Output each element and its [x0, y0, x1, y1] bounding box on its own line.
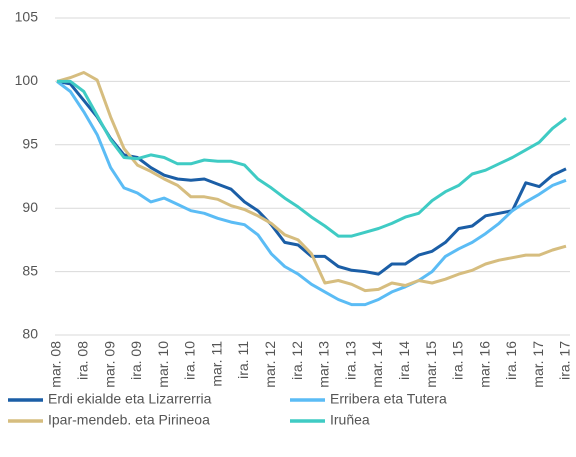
- x-tick-label: ira. 13: [342, 341, 358, 380]
- x-tick-label: mar. 15: [423, 341, 439, 388]
- y-tick-label: 95: [22, 136, 38, 152]
- series-line: [56, 71, 567, 293]
- y-tick-label: 100: [15, 72, 39, 88]
- y-tick-label: 90: [22, 199, 38, 215]
- x-tick-label: mar. 17: [530, 341, 546, 388]
- x-tick-label: mar. 16: [476, 341, 492, 388]
- x-tick-label: ira. 14: [396, 341, 412, 380]
- y-tick-label: 80: [22, 326, 38, 342]
- series-line: [56, 80, 567, 307]
- x-tick-label: mar. 10: [155, 341, 171, 388]
- x-tick-label: ira. 15: [450, 341, 466, 380]
- legend-label: Erdi ekialde eta Lizarrerria: [48, 391, 212, 407]
- legend-label: Ipar-mendeb. eta Pirineoa: [48, 412, 210, 428]
- y-tick-label: 105: [15, 9, 39, 25]
- legend-label: Iruñea: [330, 412, 370, 428]
- x-tick-label: mar. 08: [48, 341, 64, 388]
- x-tick-label: ira. 11: [235, 341, 251, 379]
- x-tick-label: mar. 09: [101, 341, 117, 388]
- x-tick-label: mar. 14: [369, 341, 385, 388]
- series-line: [57, 79, 567, 238]
- x-tick-label: ira. 09: [128, 341, 144, 380]
- y-tick-label: 85: [22, 262, 38, 278]
- x-tick-label: mar. 13: [316, 341, 332, 388]
- x-tick-label: mar. 11: [208, 341, 224, 387]
- x-tick-label: ira. 12: [289, 341, 305, 380]
- x-tick-label: mar. 12: [262, 341, 278, 388]
- x-tick-label: ira. 10: [182, 341, 198, 380]
- x-tick-label: ira. 16: [503, 341, 519, 380]
- x-tick-label: ira. 17: [557, 341, 573, 380]
- x-tick-label: ira. 08: [74, 341, 90, 380]
- series-line: [56, 79, 567, 276]
- legend-label: Erribera eta Tutera: [330, 391, 447, 407]
